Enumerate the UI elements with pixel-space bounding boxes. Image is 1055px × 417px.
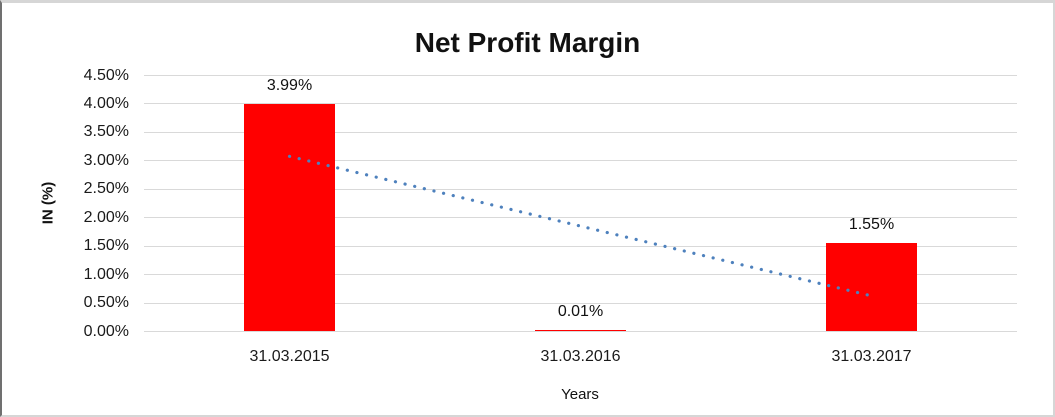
gridline [144, 331, 1017, 332]
bar-31.03.2015 [244, 104, 335, 331]
y-axis-title: IN (%) [39, 181, 57, 225]
y-axis-tick-label: 0.00% [83, 322, 129, 340]
y-axis-tick-label: 1.00% [83, 265, 129, 283]
bar-31.03.2016 [535, 330, 626, 331]
gridline [144, 302, 1017, 304]
gridline [144, 131, 1017, 133]
y-axis-tick-label: 1.50% [83, 237, 129, 255]
data-label: 0.01% [557, 303, 604, 321]
data-label: 1.55% [848, 215, 895, 233]
x-axis-title: Years [561, 386, 599, 403]
y-axis-tick-label: 2.50% [83, 180, 129, 198]
y-axis-tick-label: 4.00% [83, 94, 129, 112]
y-axis-tick-label: 4.50% [83, 66, 129, 84]
y-axis-tick-label: 3.00% [83, 151, 129, 169]
x-axis-tick-label: 31.03.2016 [540, 348, 621, 365]
y-axis-tick-label: 2.00% [83, 208, 129, 226]
data-label: 3.99% [266, 77, 313, 94]
bar-31.03.2017 [826, 242, 917, 331]
x-axis-tick-label: 31.03.2017 [831, 348, 912, 365]
x-axis-tick-label: 31.03.2015 [249, 348, 330, 365]
y-axis-tick-label: 3.50% [83, 123, 129, 141]
chart-title: Net Profit Margin [414, 27, 641, 58]
y-axis-tick-label: 0.50% [83, 294, 129, 312]
gridline [144, 75, 1017, 76]
gridline [144, 103, 1017, 105]
